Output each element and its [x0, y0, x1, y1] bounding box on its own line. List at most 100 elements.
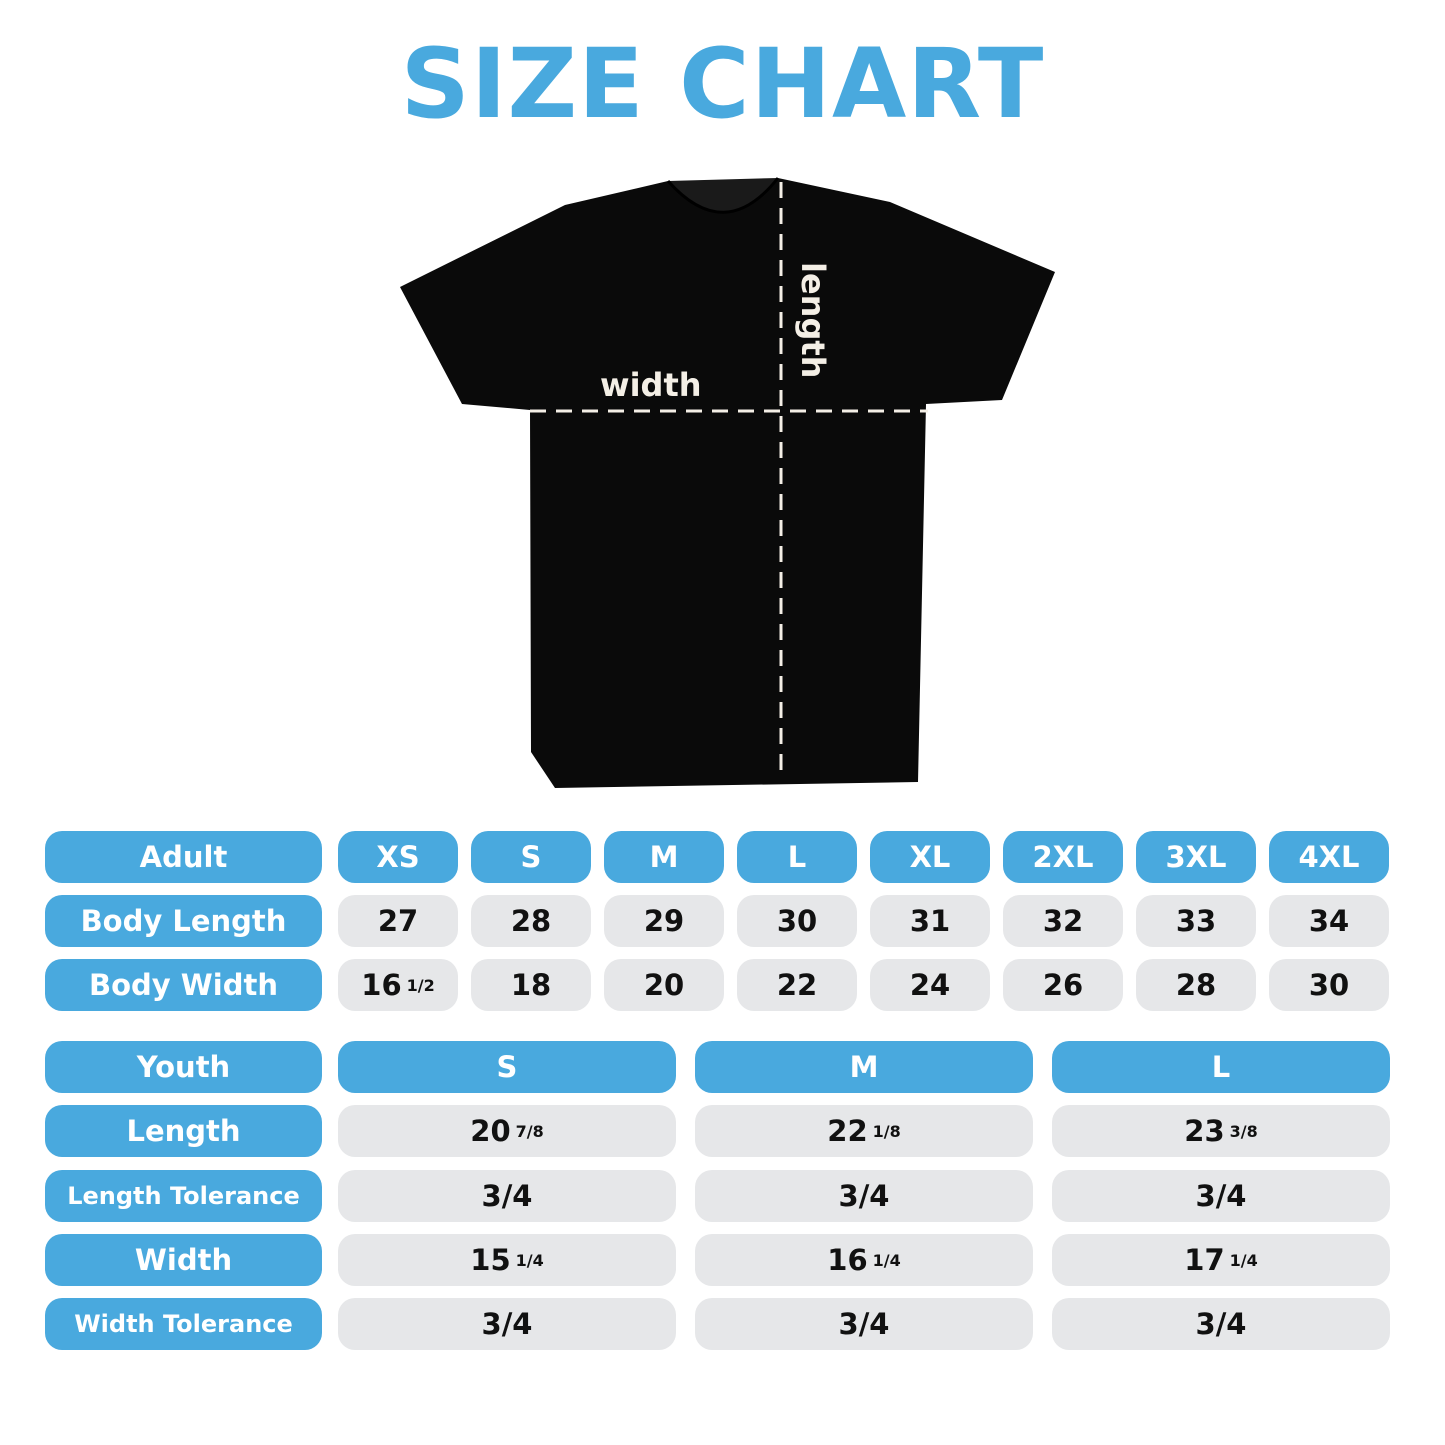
length-label: length	[794, 262, 832, 378]
adult-header-value: Adult	[139, 840, 228, 874]
adult-cell-value: 20	[643, 968, 685, 1002]
adult-cell-value: 31	[909, 904, 951, 938]
adult-size-S: S	[471, 831, 591, 883]
adult-size-L-value: L	[787, 840, 807, 874]
youth-cell: 3/4	[1052, 1170, 1390, 1222]
row-label: Length	[45, 1105, 322, 1157]
row-label: Body Width	[45, 959, 322, 1011]
youth-cell: 22 1/8	[695, 1105, 1033, 1157]
row-label-value: Length	[126, 1114, 241, 1148]
adult-cell-value: 26	[1042, 968, 1084, 1002]
youth-cell: 17 1/4	[1052, 1234, 1390, 1286]
adult-cell: 26	[1003, 959, 1123, 1011]
adult-cell-value: 32	[1042, 904, 1084, 938]
youth-cell-value: 3/4	[1195, 1307, 1247, 1341]
adult-cell-fraction: 1/2	[406, 975, 435, 995]
page-title: SIZE CHART	[400, 28, 1045, 140]
youth-cell-value: 20	[470, 1114, 511, 1148]
tshirt-illustration: width length	[400, 177, 1055, 788]
adult-cell: 30	[1269, 959, 1389, 1011]
adult-size-2XL: 2XL	[1003, 831, 1123, 883]
adult-cell-value: 30	[776, 904, 818, 938]
adult-cell: 34	[1269, 895, 1389, 947]
width-label: width	[600, 366, 702, 404]
adult-cell-value: 30	[1308, 968, 1350, 1002]
youth-cell-value: 17	[1184, 1243, 1225, 1277]
adult-cell-value: 34	[1308, 904, 1350, 938]
youth-cell: 3/4	[1052, 1298, 1390, 1350]
row-label: Length Tolerance	[45, 1170, 322, 1222]
youth-cell-value: 22	[827, 1114, 868, 1148]
adult-cell: 31	[870, 895, 990, 947]
row-label-value: Width	[134, 1243, 233, 1277]
adult-cell: 32	[1003, 895, 1123, 947]
adult-cell: 30	[737, 895, 857, 947]
adult-cell: 29	[604, 895, 724, 947]
youth-cell: 3/4	[338, 1170, 676, 1222]
adult-size-3XL-value: 3XL	[1165, 840, 1227, 874]
adult-cell-value: 28	[1175, 968, 1217, 1002]
adult-cell: 18	[471, 959, 591, 1011]
youth-cell: 16 1/4	[695, 1234, 1033, 1286]
adult-cell-value: 27	[377, 904, 419, 938]
adult-size-L: L	[737, 831, 857, 883]
adult-cell-value: 16	[361, 968, 402, 1002]
youth-cell-fraction: 7/8	[515, 1121, 544, 1141]
youth-cell-fraction: 1/4	[1229, 1250, 1258, 1270]
youth-cell-value: 3/4	[481, 1179, 533, 1213]
youth-cell: 3/4	[695, 1170, 1033, 1222]
youth-cell-fraction: 1/8	[872, 1121, 901, 1141]
row-label-value: Body Width	[89, 968, 278, 1002]
adult-size-4XL-value: 4XL	[1298, 840, 1360, 874]
adult-cell-value: 24	[909, 968, 951, 1002]
adult-size-XL-value: XL	[909, 840, 951, 874]
youth-size-M-value: M	[849, 1050, 879, 1084]
row-label-value: Body Length	[80, 904, 287, 938]
youth-cell-value: 15	[470, 1243, 511, 1277]
youth-cell-fraction: 1/4	[872, 1250, 901, 1270]
adult-cell-value: 22	[776, 968, 818, 1002]
adult-cell: 33	[1136, 895, 1256, 947]
youth-header-value: Youth	[136, 1050, 231, 1084]
youth-cell-value: 23	[1184, 1114, 1225, 1148]
adult-cell: 24	[870, 959, 990, 1011]
adult-cell: 20	[604, 959, 724, 1011]
row-label: Width Tolerance	[45, 1298, 322, 1350]
youth-size-M: M	[695, 1041, 1033, 1093]
row-label: Width	[45, 1234, 322, 1286]
youth-size-S: S	[338, 1041, 676, 1093]
adult-size-S-value: S	[520, 840, 542, 874]
adult-size-XS-value: XS	[376, 840, 420, 874]
adult-size-3XL: 3XL	[1136, 831, 1256, 883]
adult-cell: 27	[338, 895, 458, 947]
adult-size-2XL-value: 2XL	[1032, 840, 1094, 874]
adult-size-XS: XS	[338, 831, 458, 883]
youth-size-L-value: L	[1211, 1050, 1231, 1084]
youth-cell-value: 3/4	[838, 1179, 890, 1213]
adult-cell-value: 33	[1175, 904, 1217, 938]
youth-cell-fraction: 3/8	[1229, 1121, 1258, 1141]
youth-size-S-value: S	[496, 1050, 518, 1084]
youth-size-L: L	[1052, 1041, 1390, 1093]
adult-size-M: M	[604, 831, 724, 883]
youth-cell: 23 3/8	[1052, 1105, 1390, 1157]
adult-cell: 22	[737, 959, 857, 1011]
adult-cell: 16 1/2	[338, 959, 458, 1011]
youth-cell-value: 3/4	[1195, 1179, 1247, 1213]
adult-cell-value: 18	[510, 968, 552, 1002]
adult-cell-value: 29	[643, 904, 685, 938]
youth-cell-fraction: 1/4	[515, 1250, 544, 1270]
adult-cell-value: 28	[510, 904, 552, 938]
youth-cell: 20 7/8	[338, 1105, 676, 1157]
adult-size-4XL: 4XL	[1269, 831, 1389, 883]
adult-size-M-value: M	[649, 840, 679, 874]
youth-cell-value: 3/4	[838, 1307, 890, 1341]
adult-size-XL: XL	[870, 831, 990, 883]
youth-header: Youth	[45, 1041, 322, 1093]
row-label-value: Width Tolerance	[74, 1310, 293, 1338]
adult-cell: 28	[471, 895, 591, 947]
tshirt-shape	[400, 178, 1055, 788]
youth-cell-value: 16	[827, 1243, 868, 1277]
youth-cell: 3/4	[695, 1298, 1033, 1350]
adult-cell: 28	[1136, 959, 1256, 1011]
